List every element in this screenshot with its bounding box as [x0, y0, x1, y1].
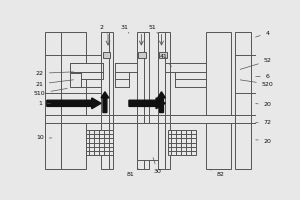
Bar — [61, 123, 85, 169]
FancyArrow shape — [47, 98, 101, 109]
FancyArrow shape — [129, 98, 165, 109]
Bar — [137, 32, 145, 169]
Text: 82: 82 — [211, 170, 224, 177]
Bar — [235, 32, 250, 169]
Bar — [109, 32, 113, 169]
Text: 81: 81 — [127, 169, 138, 177]
Text: 10: 10 — [36, 135, 52, 140]
Text: 6: 6 — [256, 74, 270, 79]
Bar — [168, 130, 196, 155]
FancyArrow shape — [158, 92, 165, 113]
Text: 30: 30 — [153, 158, 162, 174]
Text: 1: 1 — [38, 101, 50, 106]
Bar — [103, 52, 110, 58]
Text: 520: 520 — [240, 80, 274, 87]
Text: 51: 51 — [148, 25, 158, 33]
Bar — [70, 73, 81, 87]
Bar — [45, 32, 61, 169]
Text: 52: 52 — [240, 58, 272, 69]
Text: 510: 510 — [34, 88, 67, 96]
Bar — [165, 32, 170, 169]
Text: 21: 21 — [36, 80, 74, 87]
Bar — [61, 32, 85, 115]
Text: 4: 4 — [256, 31, 270, 37]
Bar — [145, 32, 149, 169]
Bar — [206, 32, 231, 115]
Text: 41: 41 — [160, 54, 172, 66]
Bar — [138, 52, 146, 58]
Bar — [137, 123, 158, 160]
Text: 20: 20 — [256, 102, 272, 107]
Bar — [85, 130, 113, 155]
Text: 72: 72 — [256, 120, 272, 125]
FancyArrow shape — [101, 92, 109, 113]
Bar — [159, 52, 167, 58]
Bar — [206, 123, 231, 169]
Text: 2: 2 — [100, 25, 107, 33]
Bar — [70, 62, 103, 72]
Bar — [101, 32, 109, 169]
Text: 20: 20 — [256, 139, 272, 144]
Bar — [158, 32, 165, 169]
Text: 22: 22 — [36, 71, 74, 76]
Bar — [81, 72, 103, 79]
Text: 31: 31 — [120, 25, 129, 33]
